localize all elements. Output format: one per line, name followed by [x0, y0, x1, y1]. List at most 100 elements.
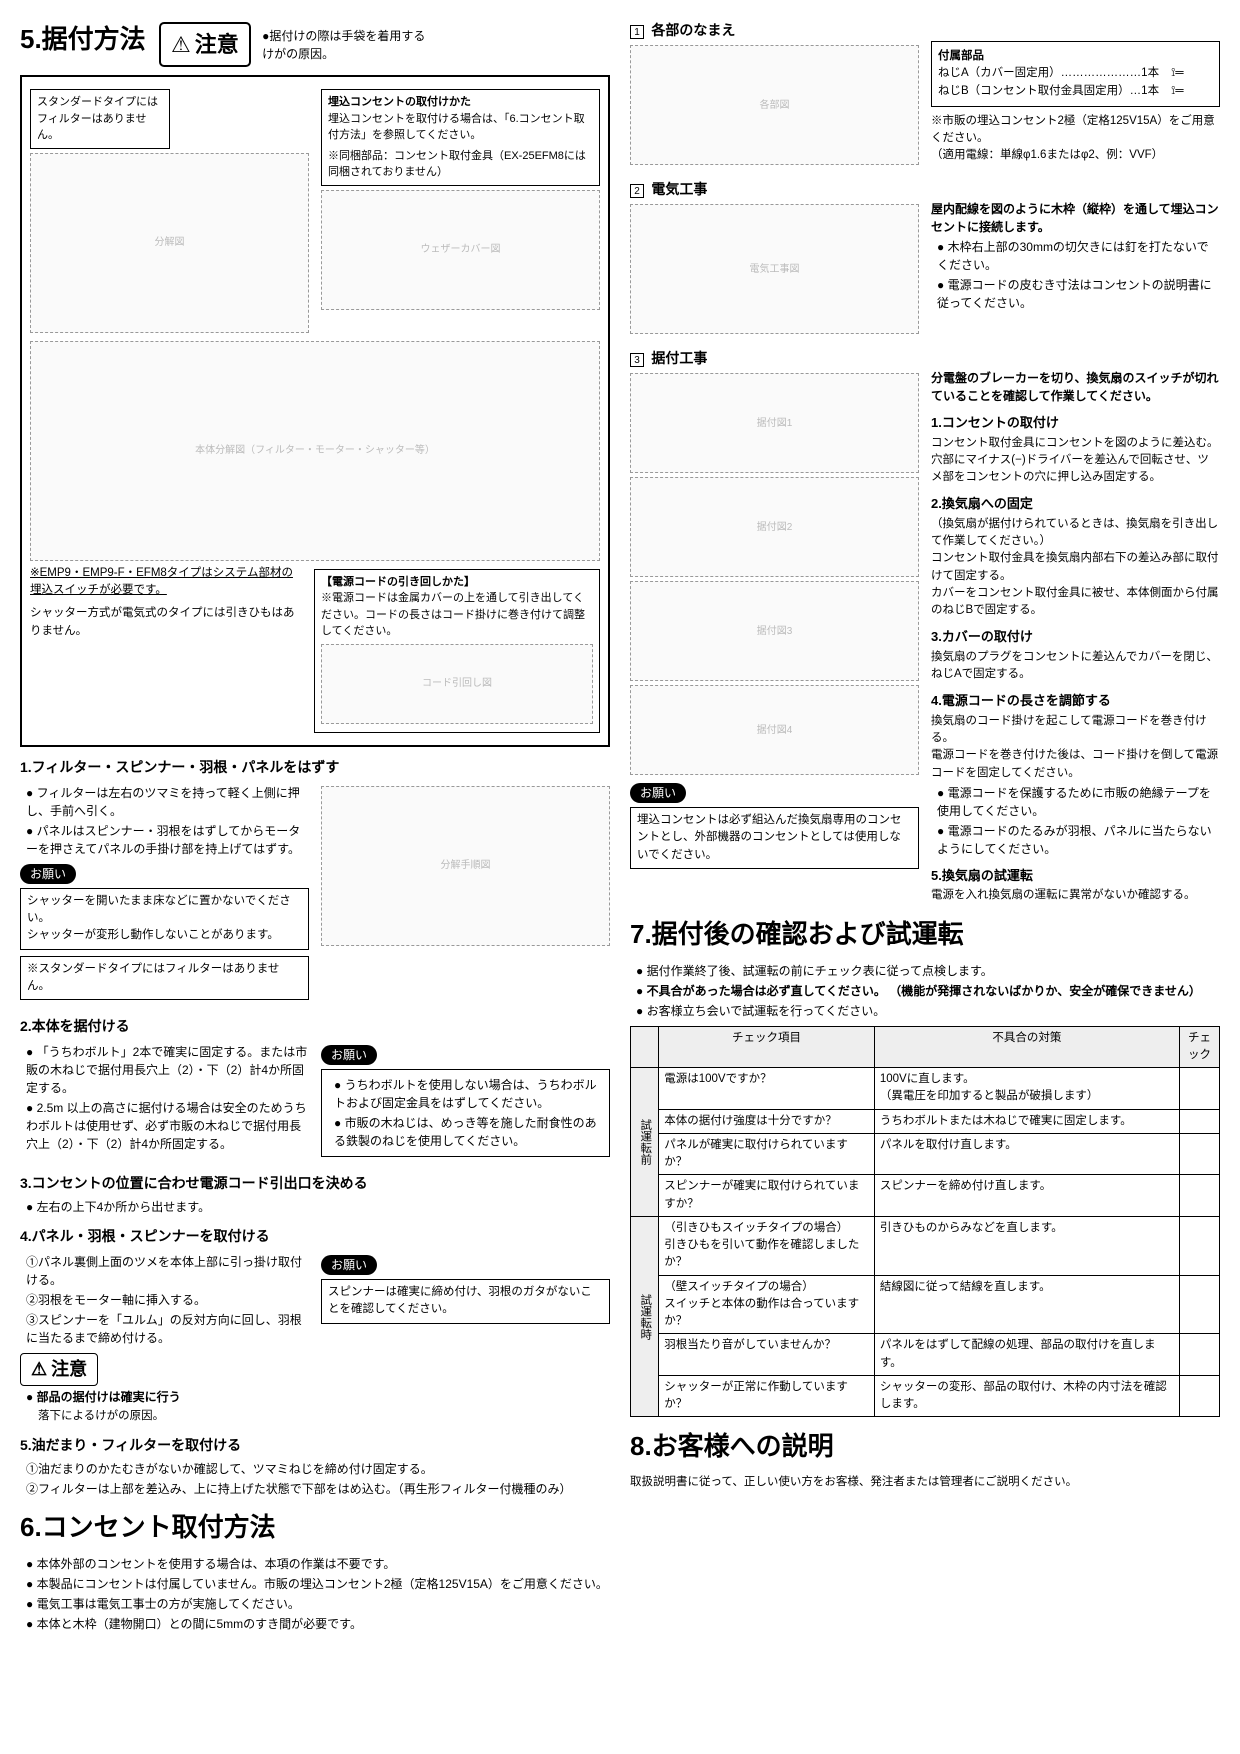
- step4-num-1: ①パネル裏側上面のツメを本体上部に引っ掛け取付ける。: [26, 1253, 309, 1289]
- sec6-b1: 本体外部のコンセントを使用する場合は、本項の作業は不要です。: [26, 1555, 610, 1573]
- sec7-b2: 不具合があった場合は必ず直してください。 （機能が発揮されないばかりか、安全が確…: [636, 982, 1220, 1000]
- install-diagram-1: 据付図1: [630, 373, 919, 473]
- step1-foot-note: ※スタンダードタイプにはフィルターはありません。: [20, 956, 309, 1001]
- cord-routing-box: 【電源コードの引き回しかた】 ※電源コードは金属カバーの上を通して引き出してくだ…: [314, 569, 600, 733]
- cell-c5[interactable]: [1180, 1216, 1220, 1275]
- table-row: 試運転時 （引きひもスイッチタイプの場合） 引きひもを引いて動作を確認しましたか…: [631, 1216, 1220, 1275]
- install-s5-title: 5.換気扇の試運転: [931, 866, 1220, 886]
- cell-c6[interactable]: [1180, 1275, 1220, 1334]
- check-table-h2: 不具合の対策: [874, 1026, 1179, 1068]
- step2-bullet-1: 「うちわボルト」2本で確実に固定する。または市販の木ねじで据付用長穴上（2）・下…: [26, 1043, 309, 1097]
- section8-title: 8.お客様への説明: [630, 1427, 1220, 1466]
- cell-q4: スピンナーが確実に取付けられていますか？: [659, 1175, 875, 1217]
- caution-box: ⚠ 注意: [159, 22, 251, 67]
- sec6-b4: 本体と木枠（建物開口）との間に5mmのすき間が必要です。: [26, 1615, 610, 1633]
- install-s1-body: コンセント取付金具にコンセントを図のように差込む。 穴部にマイナス(−)ドライバ…: [931, 435, 1220, 487]
- cell-q8: シャッターが正常に作動していますか？: [659, 1375, 875, 1417]
- cell-c7[interactable]: [1180, 1334, 1220, 1376]
- fan-exploded-diagram-1: 分解図: [30, 153, 309, 333]
- cell-q1: 電源は100Vですか？: [659, 1068, 875, 1110]
- check-group-1: 試運転前: [631, 1068, 659, 1217]
- table-row: シャッターが正常に作動していますか？ シャッターの変形、部品の取付け、木枠の内寸…: [631, 1375, 1220, 1417]
- outlet-inset-title: 埋込コンセントの取付けかた: [328, 94, 593, 111]
- cell-c2[interactable]: [1180, 1109, 1220, 1133]
- step3-bullet-1: 左右の上下4か所から出せます。: [26, 1198, 610, 1216]
- install-s1-title: 1.コンセントの取付け: [931, 413, 1220, 433]
- parts-box-note: ※市販の埋込コンセント2極（定格125V15A）をご用意ください。 （適用電線：…: [931, 113, 1220, 165]
- warning-triangle-icon: ⚠: [31, 1356, 47, 1383]
- included-parts-box: 付属部品 ねじA（カバー固定用）…………………1本 ⟟═ ねじB（コンセント取付…: [931, 41, 1220, 107]
- caution-reason: けがの原因。: [262, 47, 334, 61]
- emp-note: ※EMP9・EMP9-F・EFM8タイプはシステム部材の埋込スイッチが必要です。: [30, 565, 302, 600]
- check-table-h1: チェック項目: [659, 1026, 875, 1068]
- step2-bullet-2: 2.5m 以上の高さに据付ける場合は安全のためうちわボルトは使用せず、必ず市販の…: [26, 1099, 309, 1153]
- fan-exploded-diagram-2: 本体分解図（フィルター・モーター・シャッター等）: [30, 341, 600, 561]
- section6-title: 6.コンセント取付方法: [20, 1508, 610, 1547]
- outlet-inset-note: ※同梱部品：コンセント取付金具（EX-25EFM8には同梱されておりません）: [328, 148, 593, 181]
- screw-a-icon: ⟟═: [1162, 65, 1192, 82]
- cell-c8[interactable]: [1180, 1375, 1220, 1417]
- step4-caution-bullet: 部品の据付けは確実に行う: [26, 1388, 309, 1406]
- step1-title: 1.フィルター・スピンナー・羽根・パネルをはずす: [20, 757, 610, 778]
- step1-bullet-1: フィルターは左右のツマミを持って軽く上側に押し、手前へ引く。: [26, 784, 309, 820]
- caution-note: ●据付けの際は手袋を着用する けがの原因。: [262, 27, 425, 63]
- step5-title: 5.油だまり・フィルターを取付ける: [20, 1435, 610, 1456]
- step5-num-1: ①油だまりのかたむきがないか確認して、ツマミねじを締め付け固定する。: [26, 1460, 610, 1478]
- cell-c1[interactable]: [1180, 1068, 1220, 1110]
- table-row: 羽根当たり音がしていませんか？ パネルをはずして配線の処理、部品の取付けを直しま…: [631, 1334, 1220, 1376]
- partnames-index: 1: [630, 25, 644, 39]
- install-s4-b2: 電源コードのたるみが羽根、パネルに当たらないようにしてください。: [937, 822, 1220, 858]
- cell-q5: （引きひもスイッチタイプの場合） 引きひもを引いて動作を確認しましたか？: [659, 1216, 875, 1275]
- table-row: パネルが確実に取付けられていますか？ パネルを取付け直します。: [631, 1133, 1220, 1175]
- step4-caution-reason: 落下によるけがの原因。: [38, 1408, 309, 1425]
- install-s5-body: 電源を入れ換気扇の運転に異常がないか確認する。: [931, 887, 1220, 904]
- check-group-2: 試運転時: [631, 1216, 659, 1417]
- step4-num-2: ②羽根をモーター軸に挿入する。: [26, 1291, 309, 1309]
- cord-box-title: 【電源コードの引き回しかた】: [321, 574, 593, 591]
- table-row: 本体の据付け強度は十分ですか？ うちわボルトまたは木ねじで確実に固定します。: [631, 1109, 1220, 1133]
- parts-box-title: 付属部品: [938, 48, 1213, 65]
- step1-diagram: 分解手順図: [321, 786, 610, 946]
- step2-title: 2.本体を据付ける: [20, 1016, 610, 1037]
- main-diagram-box: スタンダードタイプにはフィルターはありません。 分解図 埋込コンセントの取付けか…: [20, 75, 610, 747]
- std-type-note: スタンダードタイプにはフィルターはありません。: [30, 89, 170, 149]
- sec6-b2: 本製品にコンセントは付属していません。市販の埋込コンセント2極（定格125V15…: [26, 1575, 610, 1593]
- cord-routing-diagram: コード引回し図: [321, 644, 593, 724]
- cell-a4: スピンナーを締め付け直します。: [874, 1175, 1179, 1217]
- sec7-b1: 据付作業終了後、試運転の前にチェック表に従って点検します。: [636, 962, 1220, 980]
- elec-heading: 電気工事: [651, 181, 707, 197]
- cell-q7: 羽根当たり音がしていませんか？: [659, 1334, 875, 1376]
- parts-row-1: ねじA（カバー固定用）…………………1本 ⟟═: [938, 65, 1213, 82]
- step1-bullet-2: パネルはスピンナー・羽根をはずしてからモーターを押さえてパネルの手掛け部を持上げ…: [26, 822, 309, 858]
- table-row: 試運転前 電源は100Vですか？ 100Vに直します。 （異電圧を印加すると製品…: [631, 1068, 1220, 1110]
- cell-a3: パネルを取付け直します。: [874, 1133, 1179, 1175]
- install-diagram-4: 据付図4: [630, 685, 919, 775]
- table-row: （壁スイッチタイプの場合） スイッチと本体の動作は合っていますか？ 結線図に従っ…: [631, 1275, 1220, 1334]
- install-s2-body: （換気扇が据付けられているときは、換気扇を引き出して作業してください。） コンセ…: [931, 516, 1220, 620]
- cell-c3[interactable]: [1180, 1133, 1220, 1175]
- install-diagram-2: 据付図2: [630, 477, 919, 577]
- cell-a1: 100Vに直します。 （異電圧を印加すると製品が破損します）: [874, 1068, 1179, 1110]
- step4-num-3: ③スピンナーを「ユルム」の反対方向に回し、羽根に当たるまで締め付ける。: [26, 1311, 309, 1347]
- elec-diagram: 電気工事図: [630, 204, 919, 334]
- table-row: スピンナーが確実に取付けられていますか？ スピンナーを締め付け直します。: [631, 1175, 1220, 1217]
- install-s4-title: 4.電源コードの長さを調節する: [931, 691, 1220, 711]
- cell-a7: パネルをはずして配線の処理、部品の取付けを直します。: [874, 1334, 1179, 1376]
- install-heading: 据付工事: [651, 350, 707, 366]
- install-bold: 分電盤のブレーカーを切り、換気扇のスイッチが切れていることを確認して作業してくだ…: [931, 369, 1220, 405]
- section5-title: 5.据付方法: [20, 24, 146, 54]
- caution-bullet: ●据付けの際は手袋を着用する: [262, 29, 425, 43]
- step4-caution-box: ⚠ 注意: [20, 1353, 98, 1386]
- step3-title: 3.コンセントの位置に合わせ電源コード引出口を決める: [20, 1173, 610, 1194]
- step4-onegai-box: スピンナーは確実に締め付け、羽根のガタがないことを確認してください。: [321, 1279, 610, 1324]
- elec-b1: 木枠右上部の30mmの切欠きには釘を打たないでください。: [937, 238, 1220, 274]
- onegai-badge-2: お願い: [321, 1045, 377, 1065]
- step4-title: 4.パネル・羽根・スピンナーを取付ける: [20, 1226, 610, 1247]
- section8-body: 取扱説明書に従って、正しい使い方をお客様、発注者または管理者にご説明ください。: [630, 1474, 1220, 1491]
- cell-c4[interactable]: [1180, 1175, 1220, 1217]
- step1-onegai-box: シャッターを開いたまま床などに置かないでください。 シャッターが変形し動作しない…: [20, 888, 309, 950]
- cell-a2: うちわボルトまたは木ねじで確実に固定します。: [874, 1109, 1179, 1133]
- onegai-badge: お願い: [20, 864, 76, 884]
- sec7-b3: お客様立ち会いで試運転を行ってください。: [636, 1002, 1220, 1020]
- partnames-heading: 各部のなまえ: [651, 22, 735, 38]
